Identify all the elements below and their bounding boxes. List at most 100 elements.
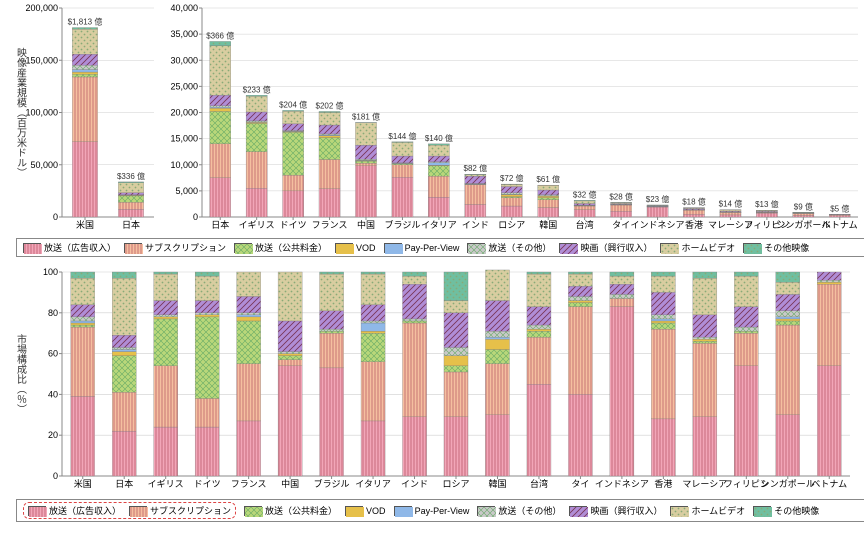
bar-adv <box>647 207 668 217</box>
svg-text:インドネシア: インドネシア <box>631 220 685 230</box>
svg-text:50,000: 50,000 <box>30 160 58 170</box>
bar-ov <box>428 144 449 145</box>
legend-label: VOD <box>366 506 386 516</box>
bar-sub <box>320 333 344 368</box>
bar-ov <box>195 272 219 276</box>
bar-sub <box>776 325 800 415</box>
bar-adv <box>112 431 136 476</box>
svg-text:ドイツ: ドイツ <box>280 220 307 230</box>
svg-text:40,000: 40,000 <box>170 3 198 13</box>
figure: 050,000100,000150,000200,000$1,813 億米国$3… <box>0 0 864 534</box>
bar-mov <box>71 305 95 317</box>
bar-adv <box>793 215 814 217</box>
bar-mov <box>154 301 178 315</box>
bar-sub <box>195 398 219 427</box>
bar-adv <box>501 206 522 217</box>
bar-pub <box>319 138 340 160</box>
bar-sub <box>485 364 509 415</box>
bar-oth <box>319 134 340 135</box>
bar-ppv <box>485 337 509 339</box>
bar-mov <box>683 209 704 210</box>
bar-adv <box>428 197 449 217</box>
bar-sub <box>538 200 559 208</box>
legend-item-ov: その他映像 <box>753 504 819 517</box>
legend-item-ppv: Pay-Per-View <box>394 506 470 516</box>
bar-adv <box>720 215 741 217</box>
bar-ov <box>319 111 340 112</box>
bar-mov <box>428 156 449 162</box>
svg-text:米国: 米国 <box>76 219 94 230</box>
bar-oth <box>112 347 136 349</box>
bar-mov <box>734 307 758 327</box>
bar-sub <box>527 337 551 384</box>
bar-pub <box>71 325 95 327</box>
svg-text:映像産業規模（百万米ドル）: 映像産業規模（百万米ドル） <box>15 47 27 177</box>
bar-hv <box>320 274 344 311</box>
bar-vod <box>568 301 592 303</box>
bar-pub <box>246 123 267 151</box>
bar-sub <box>428 176 449 197</box>
bar-ppv <box>776 317 800 319</box>
bar-pub <box>527 331 551 337</box>
bar-hv <box>71 278 95 305</box>
bar-mov <box>527 307 551 325</box>
bar-vod <box>195 315 219 317</box>
bar-oth <box>610 294 634 298</box>
bar-hv <box>610 276 634 284</box>
bar-adv <box>361 421 385 476</box>
bar-vod <box>246 122 267 123</box>
bar-hv <box>402 276 426 284</box>
svg-text:0: 0 <box>193 212 198 222</box>
bar-pub <box>237 321 261 364</box>
svg-text:200,000: 200,000 <box>25 3 58 13</box>
bar-adv <box>610 307 634 476</box>
bar-adv <box>71 396 95 476</box>
bar-adv <box>283 191 304 217</box>
svg-text:ブラジル: ブラジル <box>314 478 350 489</box>
bar-mov <box>246 112 267 121</box>
bar-hv <box>568 274 592 286</box>
legend-label: 映画（興行収入） <box>580 241 652 254</box>
svg-text:100: 100 <box>43 267 58 277</box>
legend-item-sub: サブスクリプション <box>124 241 226 254</box>
bar-oth <box>320 329 344 331</box>
svg-text:台湾: 台湾 <box>530 478 548 489</box>
svg-text:日本: 日本 <box>122 219 140 230</box>
bar-oth <box>776 311 800 317</box>
bar-oth <box>154 315 178 317</box>
svg-text:30,000: 30,000 <box>170 55 198 65</box>
bar-mov <box>465 176 486 183</box>
bar-adv <box>734 366 758 476</box>
svg-text:韓国: 韓国 <box>539 220 557 230</box>
svg-text:150,000: 150,000 <box>25 55 58 65</box>
bar-sub <box>118 202 143 209</box>
bar-pub <box>361 333 385 362</box>
bar-pub <box>118 196 143 202</box>
bar-mov <box>210 95 231 105</box>
svg-text:40: 40 <box>48 389 58 399</box>
bar-sub <box>693 343 717 416</box>
bar-ov <box>527 272 551 274</box>
svg-text:10,000: 10,000 <box>170 160 198 170</box>
legend-label: ホームビデオ <box>691 504 745 517</box>
chart-bottom: 020406080100米国日本イギリスドイツフランス中国ブラジルイタリアインド… <box>8 266 856 494</box>
bar-oth <box>72 65 97 69</box>
bar-vod <box>71 323 95 325</box>
svg-text:市場構成比（％）: 市場構成比（％） <box>15 333 27 414</box>
bar-adv <box>538 208 559 217</box>
bar-ppv <box>237 315 261 317</box>
bar-adv <box>485 415 509 476</box>
bar-ppv <box>651 319 675 321</box>
legend-item-adv: 放送（広告収入） <box>28 504 121 517</box>
bar-adv <box>246 188 267 217</box>
bar-adv <box>319 189 340 217</box>
bar-sub <box>610 299 634 307</box>
svg-text:フランス: フランス <box>312 220 348 230</box>
bar-mov <box>320 311 344 329</box>
bar-oth <box>568 296 592 300</box>
legend-item-adv: 放送（広告収入） <box>23 241 116 254</box>
bar-sub <box>611 205 632 211</box>
bar-oth <box>278 352 302 354</box>
svg-text:$204 億: $204 億 <box>279 99 307 109</box>
bar-hv <box>278 272 302 321</box>
